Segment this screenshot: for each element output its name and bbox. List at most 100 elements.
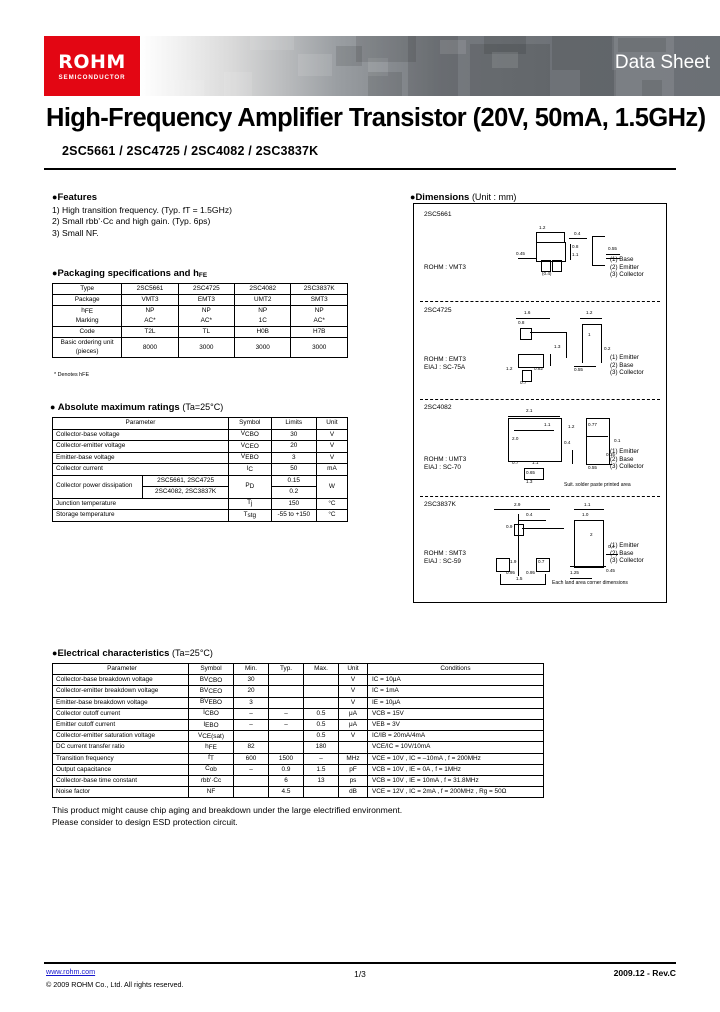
cell: NP (177, 305, 236, 316)
typ: – (268, 718, 304, 732)
page-title: High-Frequency Amplifier Transistor (20V… (46, 104, 706, 132)
table-row: Collector power dissipation 2SC5661, 2SC… (51, 474, 349, 499)
table-header-row: Parameter Symbol Limits Unit (52, 417, 349, 430)
limit: 0.15 (270, 474, 317, 487)
limit: 3 (270, 451, 317, 464)
typ: – (268, 707, 304, 720)
typ: 1500 (268, 752, 304, 765)
row-label: Basic ordering unit (pieces) (51, 337, 123, 358)
unit: V (338, 674, 368, 687)
max (303, 674, 339, 687)
datasheet-label: Data Sheet (614, 52, 710, 73)
symbol: ICBO (188, 707, 234, 720)
cell: NP (290, 305, 348, 316)
table-row: Emitter cutoff current IEBO – – 0.5 μA V… (52, 718, 544, 732)
param-name: Collector-base voltage (52, 428, 229, 441)
cell: 2SC4725 (177, 283, 236, 295)
param-name: Noise factor (52, 786, 189, 799)
param-name: Storage temperature (52, 509, 229, 522)
packaging-heading: ●Packaging specifications and hFE (52, 268, 208, 279)
table-row: Noise factor NF 4.5 dB VCE = 12V , IC = … (52, 786, 544, 799)
min: – (233, 707, 269, 720)
cell: AC* (177, 316, 236, 327)
condition: VCB = 10V , IE = 0A , f = 1MHz (367, 763, 544, 776)
bullet-icon: ● (52, 648, 58, 658)
features-heading: ●Features (52, 192, 98, 203)
min: 30 (233, 674, 269, 687)
typ (268, 685, 304, 698)
symbol: IEBO (188, 718, 234, 732)
cell: H7B (290, 326, 348, 338)
table-row: DC current transfer ratio hFE 82 180 VCE… (52, 741, 544, 754)
param-name: Collector-base breakdown voltage (52, 674, 189, 687)
footer-divider (44, 962, 676, 964)
cell: 8000 (121, 337, 179, 358)
cell: VMT3 (121, 294, 179, 306)
cell: TL (177, 326, 236, 338)
table-row: Type 2SC5661 2SC4725 2SC4082 2SC3837K (51, 283, 348, 295)
condition: IC = 1mA (367, 685, 544, 698)
typ (268, 741, 304, 754)
cell: H0B (234, 326, 292, 338)
symbol: rbb'·Cc (188, 774, 234, 788)
param-name: Collector-emitter breakdown voltage (52, 685, 189, 698)
param-name: Collector cutoff current (52, 707, 189, 720)
part-number-list: 2SC5661 / 2SC4725 / 2SC4082 / 2SC3837K (62, 144, 319, 158)
limit: -55 to +150 (270, 509, 317, 522)
rohm-website-link[interactable]: www.rohm.com (46, 967, 96, 976)
cell: UMT2 (234, 294, 292, 306)
max: 0.5 (303, 730, 339, 743)
package-name: 2SC4082 (424, 404, 452, 411)
typ (268, 730, 304, 743)
table-row: Collector-emitter breakdown voltage BVCE… (52, 685, 544, 698)
column-header: Unit (338, 662, 368, 676)
param-name: DC current transfer ratio (52, 741, 189, 754)
unit: ps (338, 774, 368, 788)
condition: VCE = 10V , IC = –10mA , f = 200MHz (367, 752, 544, 765)
packaging-footnote: * Denotes hFE (54, 372, 90, 378)
bullet-icon: ● (50, 402, 56, 412)
symbol: Tstg (227, 509, 272, 522)
unit: V (315, 451, 349, 464)
limit: 50 (270, 463, 317, 476)
unit: V (338, 685, 368, 698)
feature-item: 1) High transition frequency. (Typ. fT =… (52, 205, 232, 215)
column-header: Symbol (188, 662, 234, 676)
drawing-note: Each land area corner dimensions (552, 580, 628, 586)
symbol: VEBO (227, 451, 272, 464)
symbol: NF (188, 786, 234, 799)
unit: V (315, 440, 349, 453)
package-drawing: 1.6 0.8 1.3 1.2 0.82 0.7 1.2 1 0.55 0. (506, 310, 611, 385)
condition: VCB = 10V , IE = 10mA , f = 31.8MHz (367, 774, 544, 788)
row-label: hFE (51, 305, 123, 316)
max (303, 685, 339, 698)
section-divider (420, 399, 660, 400)
esd-line-1: This product might cause chip aging and … (52, 805, 403, 815)
max: – (303, 752, 339, 765)
unit: pF (338, 763, 368, 776)
table-row: Collector-base breakdown voltage BVCBO 3… (52, 674, 544, 687)
max: 13 (303, 774, 339, 788)
table-row: Collector-emitter voltage VCEO 20 V (52, 440, 349, 453)
unit: W (315, 474, 349, 499)
cell: 2SC4082 (234, 283, 292, 295)
typ: 4.5 (268, 786, 304, 799)
package-drawing: 2.1 1.1 2.0 0.7 1.1 0.65 1.3 1.2 0.77 0.… (502, 408, 632, 488)
column-header: Min. (233, 662, 269, 676)
unit: °C (315, 509, 349, 522)
rohm-logo-text: ROHM (58, 51, 126, 73)
section-divider (420, 301, 660, 302)
param-name: Junction temperature (52, 497, 229, 510)
column-header: Unit (315, 417, 349, 430)
table-row: hFE NP NP NP NP (51, 305, 348, 316)
column-header: Conditions (367, 662, 544, 676)
table-header-row: Parameter Symbol Min. Typ. Max. Unit Con… (52, 662, 544, 676)
column-header: Parameter (52, 662, 189, 676)
package-drawing: 2.9 0.4 0.9 1.9 0.7 0.95 0.95 1.5 1.1 1.… (492, 502, 637, 588)
min (233, 774, 269, 788)
max (303, 696, 339, 709)
abs-max-table: Parameter Symbol Limits Unit Collector-b… (51, 417, 349, 522)
table-row: Collector-base voltage VCBO 30 V (52, 428, 349, 441)
max (303, 786, 339, 799)
esd-line-2: Please consider to design ESD protection… (52, 816, 238, 827)
